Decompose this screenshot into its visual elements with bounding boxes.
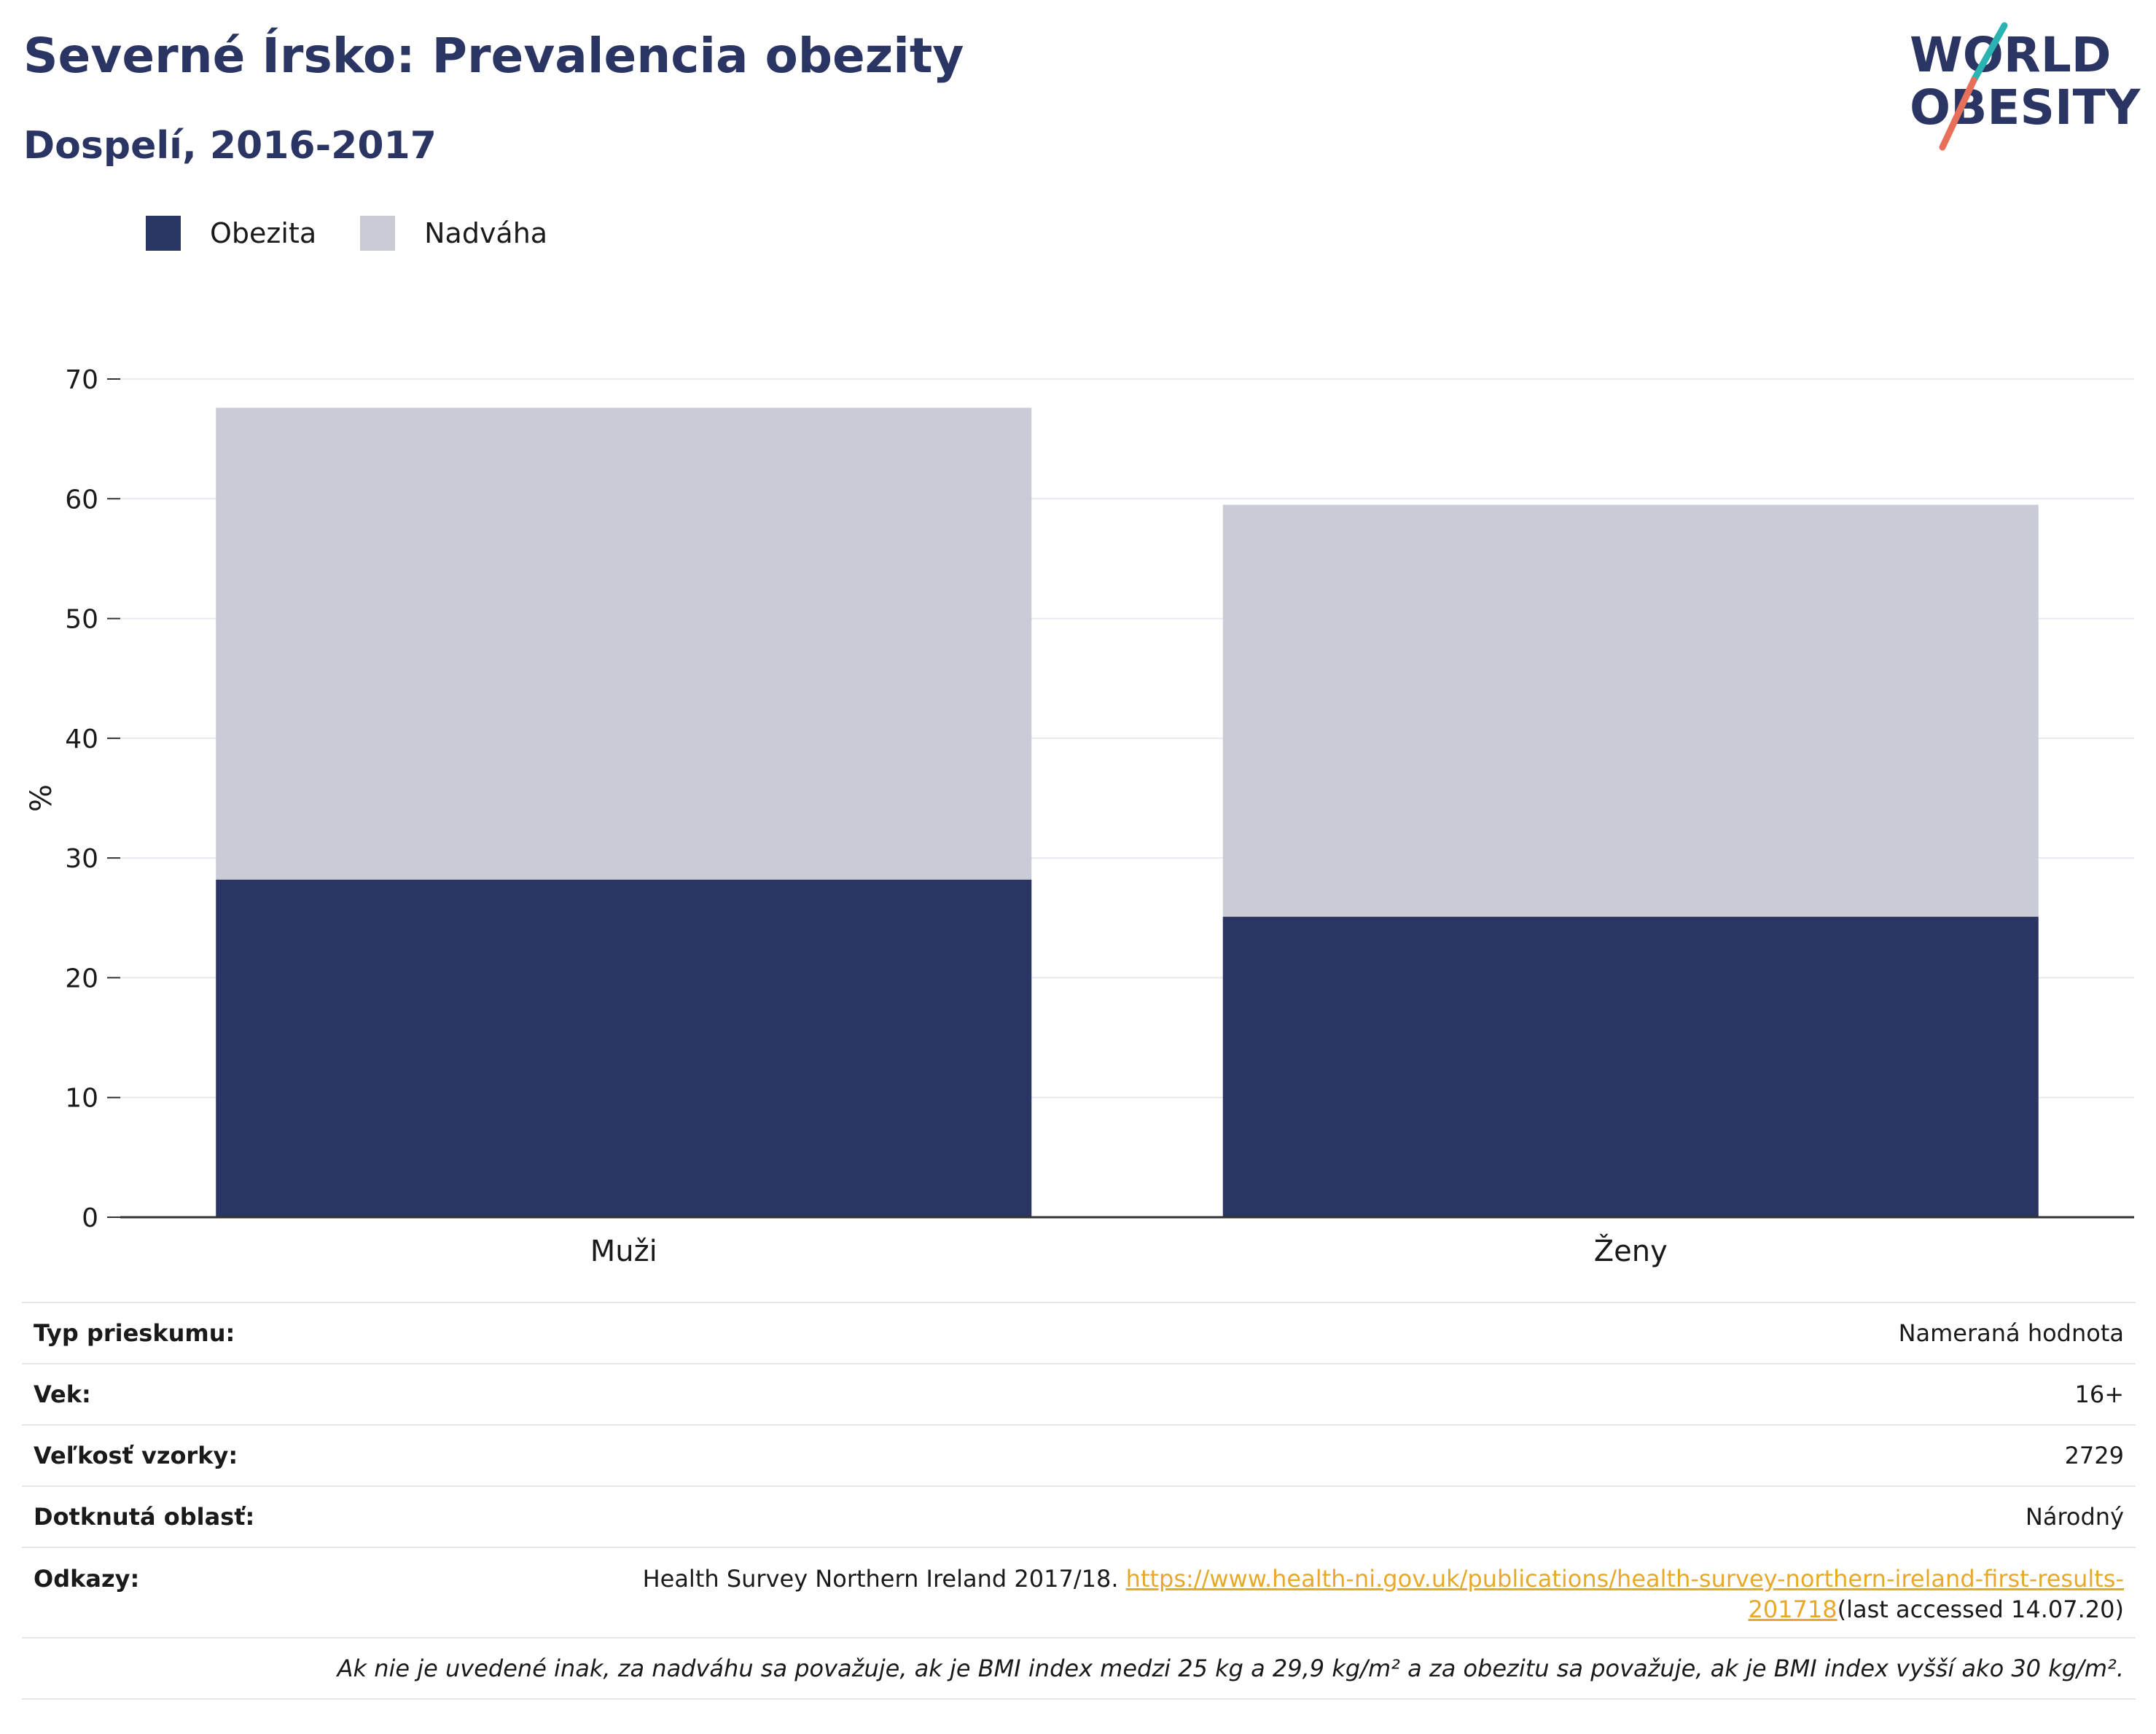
info-row-age: Vek: 16+ xyxy=(22,1363,2136,1425)
bar-overweight-muzi xyxy=(216,407,1032,880)
info-label-age: Vek: xyxy=(22,1363,318,1425)
survey-info-table: Typ prieskumu: Nameraná hodnota Vek: 16+… xyxy=(22,1302,2136,1700)
bar-overweight-zeny xyxy=(1222,504,2039,917)
y-tick-label-40: 40 xyxy=(65,725,98,754)
bar-obesity-muzi xyxy=(216,879,1032,1217)
info-value-sample-size: 2729 xyxy=(317,1424,2136,1486)
bar-obesity-zeny xyxy=(1222,916,2039,1217)
logo-slash-top xyxy=(1970,22,2008,84)
info-value-age: 16+ xyxy=(317,1363,2136,1425)
legend-label-overweight: Nadváha xyxy=(424,217,548,249)
info-label-sample-size: Veľkosť vzorky: xyxy=(22,1424,318,1486)
x-tick-label-muzi: Muži xyxy=(590,1235,657,1268)
y-tick-label-70: 70 xyxy=(65,365,98,395)
y-tick-label-10: 10 xyxy=(65,1084,98,1114)
info-row-definition-note: Ak nie je uvedené inak, za nadváhu sa po… xyxy=(22,1637,2136,1700)
info-label-survey-type: Typ prieskumu: xyxy=(22,1302,318,1364)
legend-item-obesity: Obezita xyxy=(146,216,316,251)
y-tick-label-0: 0 xyxy=(82,1203,98,1233)
definition-note: Ak nie je uvedené inak, za nadváhu sa po… xyxy=(22,1637,2136,1700)
info-row-survey-type: Typ prieskumu: Nameraná hodnota xyxy=(22,1302,2136,1364)
y-tick-label-30: 30 xyxy=(65,844,98,874)
legend-swatch-overweight xyxy=(360,216,396,251)
info-value-area: Národný xyxy=(317,1485,2136,1547)
info-row-area: Dotknutá oblasť: Národný xyxy=(22,1485,2136,1547)
legend-item-overweight: Nadváha xyxy=(360,216,547,251)
reference-source-text: Health Survey Northern Ireland 2017/18. xyxy=(642,1565,1119,1593)
info-value-references: Health Survey Northern Ireland 2017/18. … xyxy=(317,1547,2136,1638)
stacked-bar-chart: 0 10 20 30 40 50 60 70% Muži Ženy xyxy=(25,365,2134,1268)
reference-link[interactable]: https://www.health-ni.gov.uk/publication… xyxy=(1125,1565,2124,1623)
chart-subtitle: Dospelí, 2016-2017 xyxy=(23,124,437,168)
y-tick-label-20: 20 xyxy=(65,964,98,993)
logo-word-world: WORLD xyxy=(1910,27,2112,83)
info-value-survey-type: Nameraná hodnota xyxy=(317,1302,2136,1364)
legend-label-obesity: Obezita xyxy=(210,217,317,249)
legend-swatch-obesity xyxy=(146,216,181,251)
y-tick-label-60: 60 xyxy=(65,485,98,515)
info-label-area: Dotknutá oblasť: xyxy=(22,1485,318,1547)
info-row-sample-size: Veľkosť vzorky: 2729 xyxy=(22,1424,2136,1486)
y-axis-label: % xyxy=(25,784,58,812)
logo-slash-bottom xyxy=(1939,77,1977,151)
chart-legend: Obezita Nadváha xyxy=(146,216,591,251)
x-tick-label-zeny: Ženy xyxy=(1594,1233,1668,1268)
logo-word-obesity: OBESITY xyxy=(1910,79,2141,136)
reference-accessed-text: (last accessed 14.07.20) xyxy=(1837,1595,2124,1623)
info-row-references: Odkazy: Health Survey Northern Ireland 2… xyxy=(22,1547,2136,1638)
chart-title: Severné Írsko: Prevalencia obezity xyxy=(23,28,964,84)
info-label-references: Odkazy: xyxy=(22,1547,318,1638)
world-obesity-logo: WORLD OBESITY xyxy=(1910,22,2141,151)
y-tick-label-50: 50 xyxy=(65,605,98,635)
